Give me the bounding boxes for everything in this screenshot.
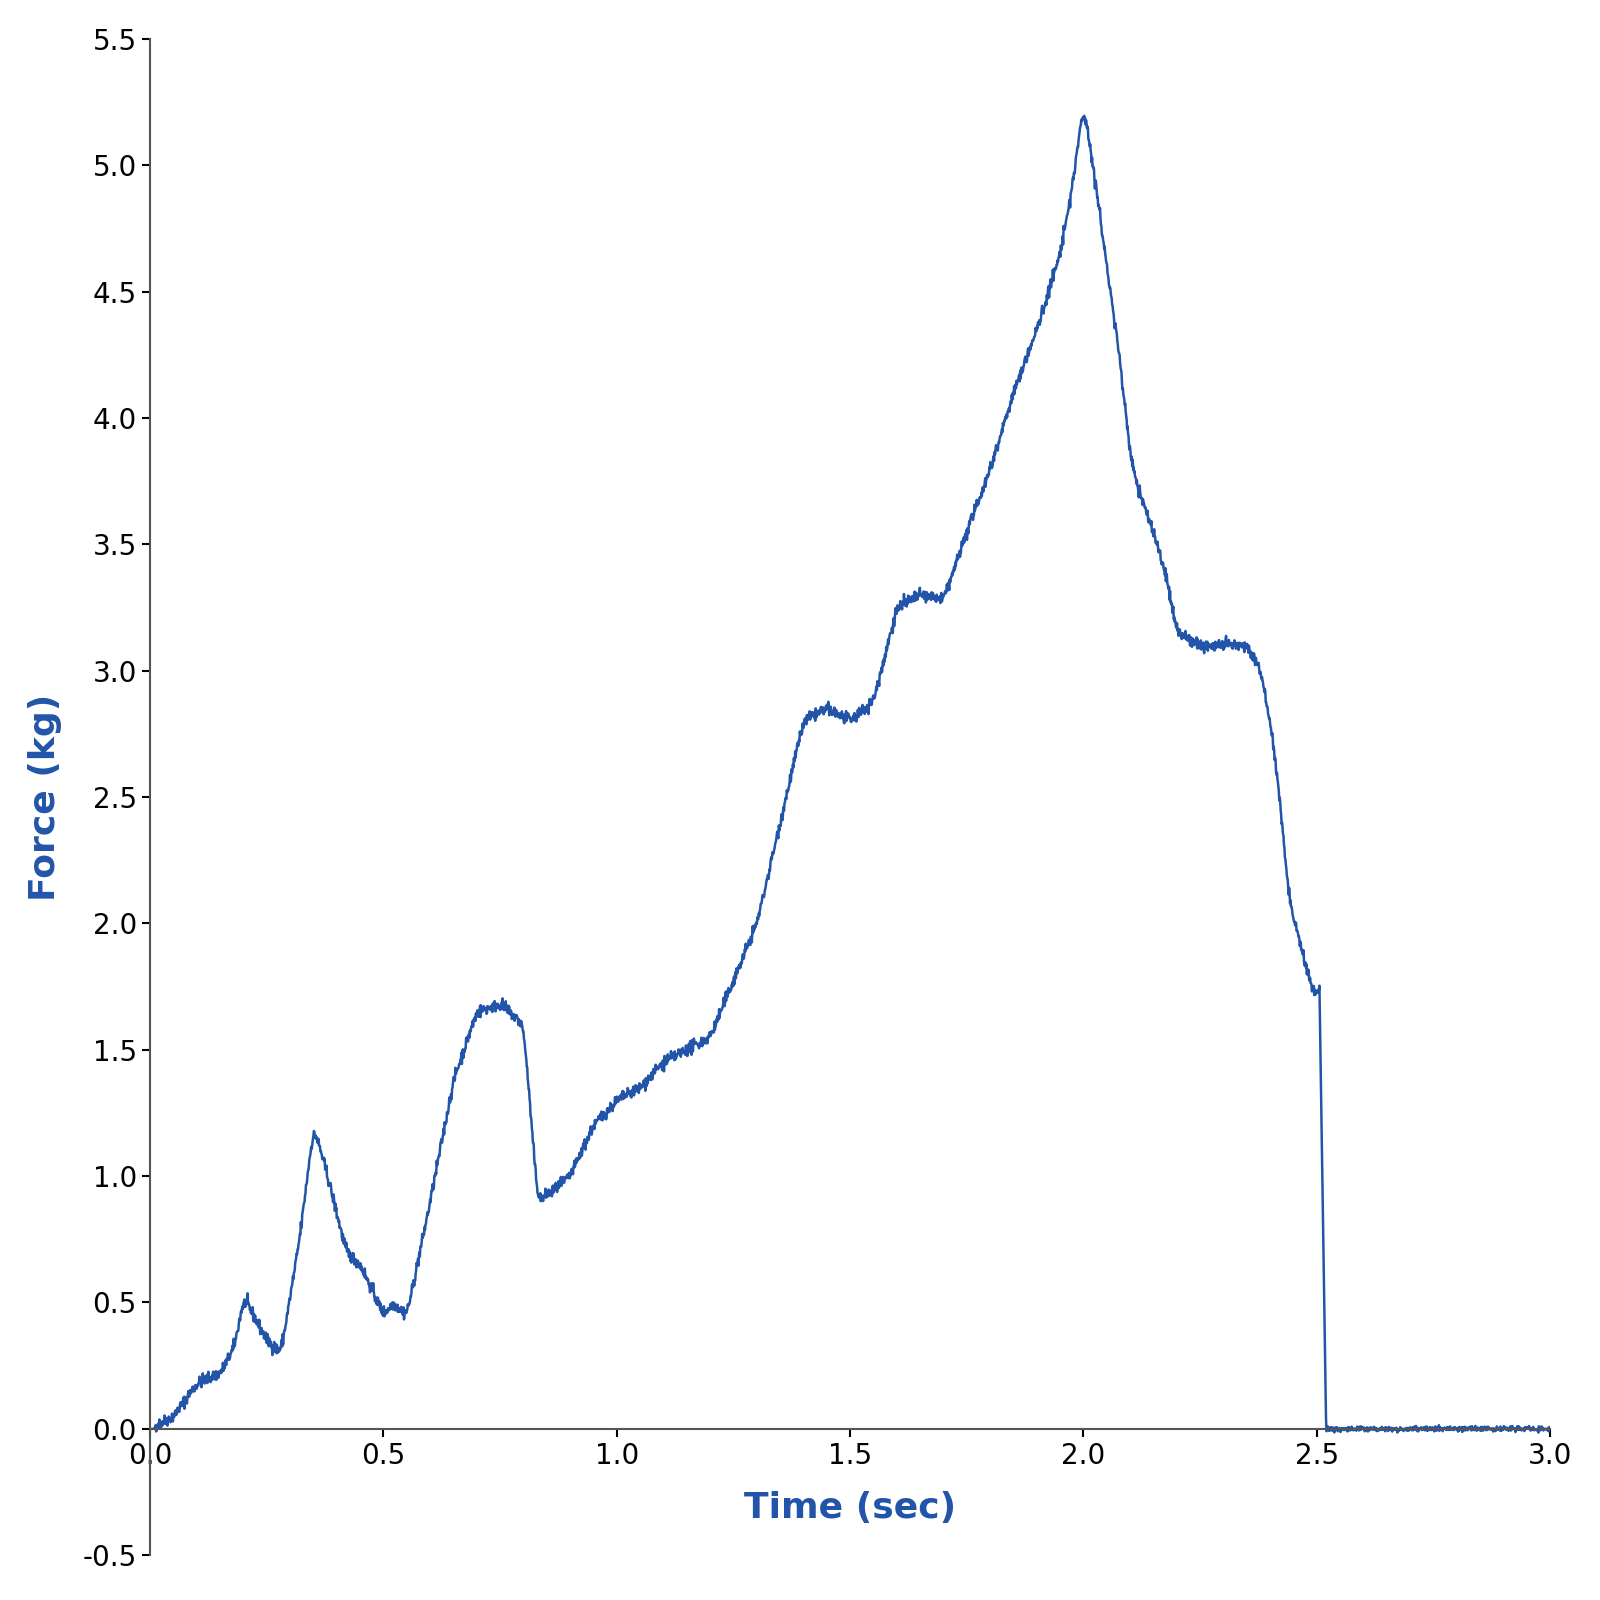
X-axis label: Time (sec): Time (sec) — [744, 1491, 957, 1525]
Y-axis label: Force (kg): Force (kg) — [27, 693, 62, 901]
